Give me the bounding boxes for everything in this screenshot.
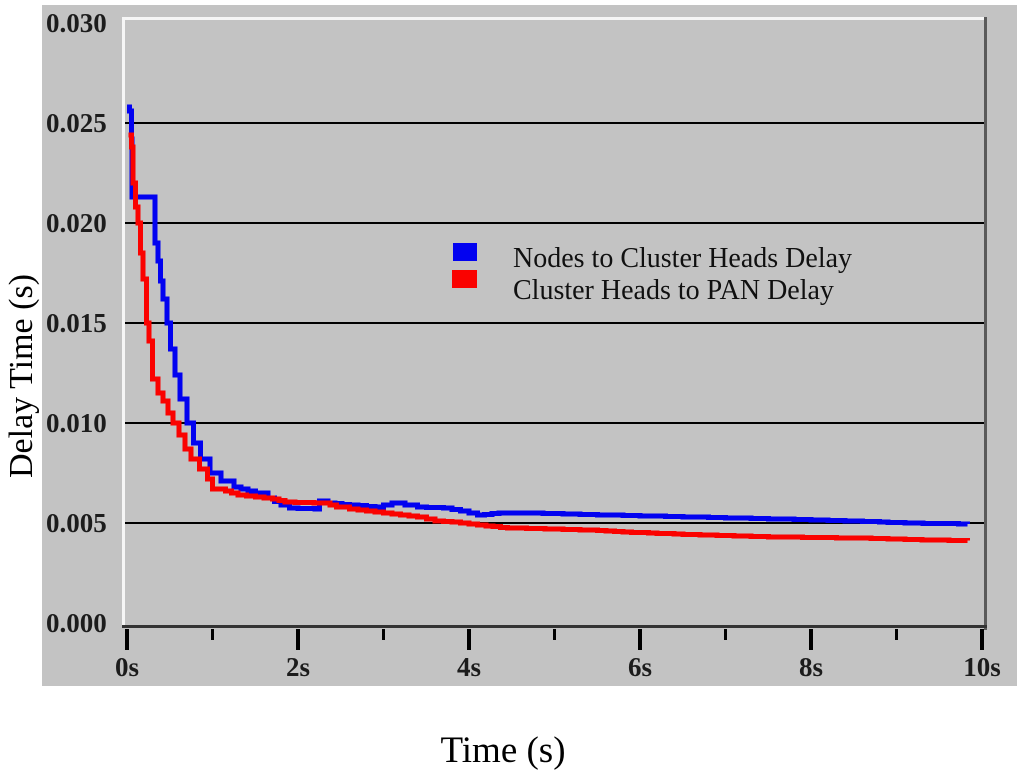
legend: Nodes to Cluster Heads Delay Cluster Hea… (452, 241, 852, 313)
y-tick-label-0.005: 0.005 (46, 508, 107, 538)
chart-panel (42, 5, 1017, 686)
x-tick-label-2s: 2s (285, 652, 310, 682)
legend-swatch-red (452, 270, 477, 288)
y-tick-label-0.030: 0.030 (46, 8, 107, 38)
x-tick-label-10s: 10s (963, 652, 1001, 682)
x-tick-label-0s: 0s (114, 652, 139, 682)
x-tick-label-4s: 4s (456, 652, 481, 682)
series-line-cluster-heads-to-pan-delay (128, 132, 970, 543)
legend-swatch-blue (453, 243, 477, 261)
x-tick-label-6s: 6s (627, 652, 652, 682)
x-axis-title: Time (s) (440, 730, 566, 771)
legend-label-cluster-heads-to-pan: Cluster Heads to PAN Delay (513, 275, 834, 306)
y-tick-label-0.015: 0.015 (46, 308, 107, 338)
x-tick-label-8s: 8s (798, 652, 823, 682)
legend-label-nodes-to-cluster-heads: Nodes to Cluster Heads Delay (513, 243, 853, 274)
y-tick-label-0.010: 0.010 (46, 408, 107, 438)
series-line-nodes-to-cluster-heads-delay (127, 104, 970, 527)
y-tick-label-0.020: 0.020 (46, 208, 107, 238)
y-axis-title: Delay Time (s) (3, 274, 40, 478)
y-tick-label-0.025: 0.025 (46, 108, 107, 138)
y-tick-label-0.000: 0.000 (46, 608, 107, 638)
